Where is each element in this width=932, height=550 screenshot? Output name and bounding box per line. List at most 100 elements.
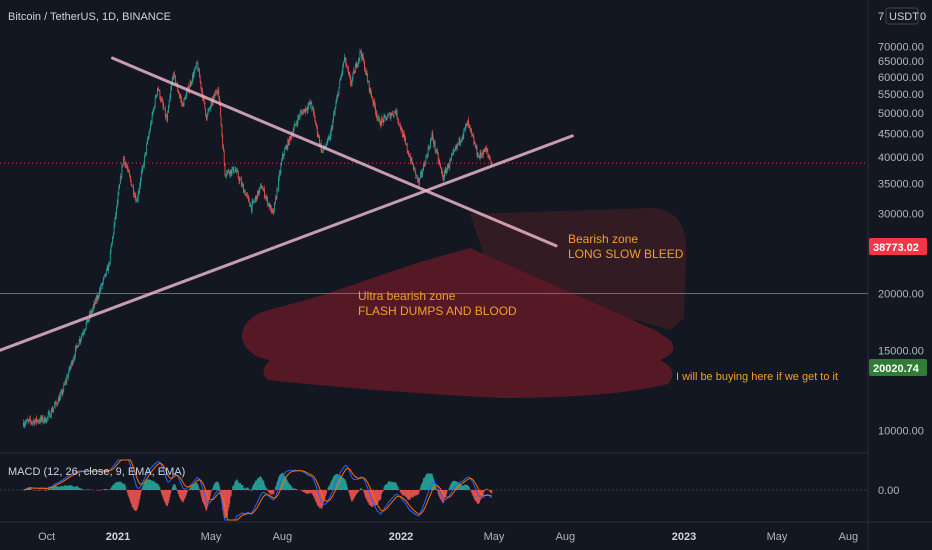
candle-body	[229, 172, 231, 175]
macd-histogram-bar	[124, 484, 126, 490]
time-axis[interactable]: Oct 2021 May Aug 2022 May Aug 2023 May Aug	[38, 531, 858, 543]
candle-body	[281, 160, 282, 166]
macd-histogram-bar	[66, 485, 68, 490]
candle-body	[375, 112, 377, 114]
candle-body	[95, 298, 97, 301]
candle-body	[29, 418, 31, 420]
macd-histogram-bar	[347, 487, 349, 490]
macd-histogram-bar	[143, 484, 145, 490]
candle-body	[100, 284, 102, 290]
macd-histogram-bar	[374, 490, 376, 506]
macd-histogram-bar	[341, 476, 343, 490]
candle-body	[453, 150, 455, 152]
candle-body	[184, 97, 186, 99]
macd-histogram-bar	[45, 490, 47, 492]
x-tick-label: 2021	[106, 531, 130, 543]
macd-histogram-bar	[399, 490, 401, 492]
candle-body	[66, 376, 68, 382]
candle-body	[427, 147, 429, 156]
candle-body	[201, 88, 203, 91]
macd-histogram-bar	[276, 482, 278, 490]
macd-histogram-bar	[471, 490, 473, 495]
candle-body	[421, 171, 423, 174]
candle-body	[172, 76, 174, 79]
candle-body	[165, 116, 167, 118]
macd-histogram-bar	[73, 486, 75, 490]
macd-histogram-bar	[70, 485, 72, 490]
candle-body	[250, 204, 251, 207]
macd-histogram-bar	[445, 490, 447, 497]
macd-histogram-bar	[330, 480, 332, 490]
candle-body	[363, 60, 365, 62]
candle-body	[31, 422, 33, 423]
macd-signal-line	[23, 459, 492, 521]
candle-body	[285, 145, 287, 149]
candle-body	[442, 173, 444, 180]
x-tick-label: 2023	[672, 531, 696, 543]
macd-histogram-bar	[343, 478, 345, 490]
macd-histogram-bar	[382, 490, 384, 492]
x-tick-label: Aug	[273, 531, 293, 543]
candle-body	[59, 395, 61, 402]
price-axis[interactable]: 10000.0015000.0020000.0025000.0030000.00…	[878, 42, 924, 438]
macd-histogram-bar	[311, 490, 313, 494]
macd-histogram-bar	[344, 479, 346, 490]
candle-body	[57, 404, 58, 405]
candle-body	[448, 165, 450, 168]
candle-body	[423, 164, 425, 166]
candle-body	[345, 58, 347, 66]
macd-histogram-bar	[201, 490, 203, 499]
macd-histogram-bar	[109, 489, 111, 490]
candle-body	[381, 118, 383, 126]
candle-body	[43, 420, 44, 422]
macd-histogram-bar	[126, 490, 128, 493]
candle-body	[92, 309, 93, 313]
macd-histogram-bar	[142, 485, 144, 490]
candle-body	[435, 149, 437, 152]
macd-histogram-bar	[262, 480, 264, 490]
macd-histogram-bar	[403, 490, 405, 496]
currency-badge[interactable]: USDT	[889, 11, 919, 23]
macd-histogram-bar	[462, 485, 464, 490]
macd-histogram-bar	[103, 489, 105, 490]
macd-histogram-bar	[309, 490, 311, 494]
candle-body	[222, 135, 224, 148]
macd-histogram-bar	[474, 490, 476, 502]
macd-histogram-bar	[353, 490, 355, 499]
candle-body	[221, 125, 223, 136]
macd-histogram-bar	[426, 474, 428, 490]
candle-body	[326, 144, 327, 146]
macd-histogram-bar	[219, 490, 221, 492]
macd-histogram-bar	[119, 481, 121, 490]
macd-histogram-bar	[405, 490, 407, 497]
macd-label: MACD (12, 26, close, 9, EMA, EMA)	[8, 466, 185, 478]
macd-histogram-bar	[167, 490, 169, 504]
macd-histogram-bar	[267, 490, 269, 492]
macd-histogram-bar	[119, 482, 121, 490]
candle-body	[355, 63, 357, 68]
candle-body	[316, 124, 317, 126]
descending-trendline[interactable]	[111, 56, 558, 248]
ascending-trendline[interactable]	[0, 134, 574, 364]
macd-histogram-bar	[260, 477, 262, 490]
macd-histogram-bar	[415, 490, 417, 497]
macd-histogram-bar	[210, 490, 212, 493]
candle-body	[350, 77, 352, 85]
macd-histogram-bar	[238, 483, 240, 490]
candle-body	[375, 106, 376, 113]
macd-histogram-bar	[75, 486, 77, 490]
candle-body	[30, 421, 32, 423]
candle-body	[327, 138, 329, 140]
currency-badge-frame[interactable]	[885, 7, 919, 25]
macd-histogram-bar	[53, 486, 55, 490]
macd-histogram-bar	[319, 490, 321, 509]
candle-body	[236, 170, 238, 172]
candle-body	[86, 318, 88, 324]
macd-histogram-bar	[138, 490, 140, 503]
candle-body	[259, 186, 261, 190]
candle-body	[275, 198, 277, 199]
candle-body	[230, 169, 232, 174]
macd-histogram-bar	[481, 490, 483, 497]
candle-body	[154, 106, 155, 108]
